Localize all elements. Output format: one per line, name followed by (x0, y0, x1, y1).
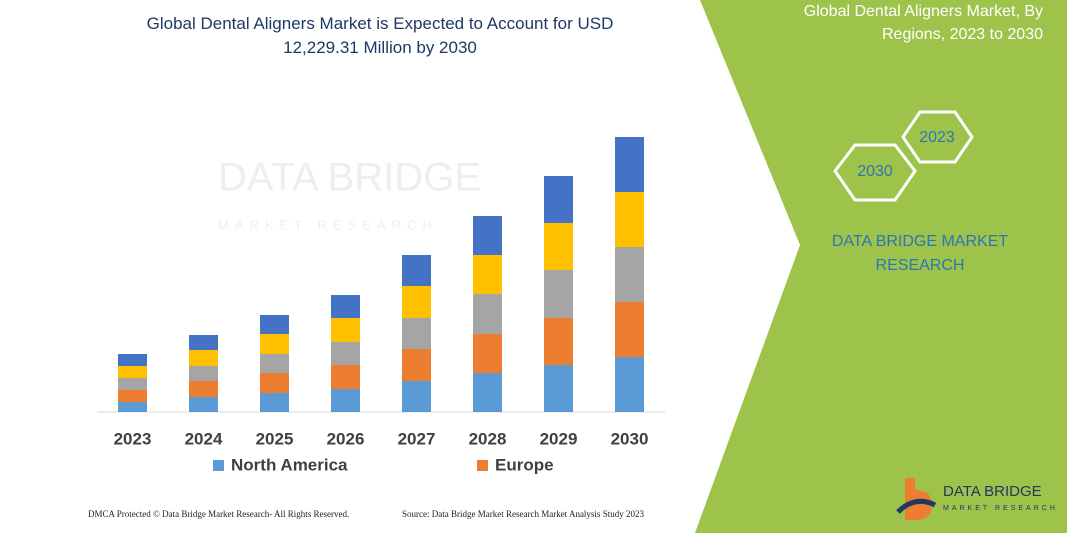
footer-left: DMCA Protected © Data Bridge Market Rese… (88, 509, 350, 519)
bar-segment (544, 318, 573, 365)
bar-segment (260, 354, 289, 373)
logo-icon (896, 498, 937, 514)
bar-segment (473, 334, 502, 373)
x-tick-label: 2026 (327, 429, 365, 448)
bar-segment (189, 335, 218, 350)
watermark: DATA BRIDGE (218, 156, 481, 200)
bar-segment (615, 192, 644, 247)
logo-name: DATA BRIDGE (943, 483, 1042, 500)
bar-segment (260, 373, 289, 393)
bar-segment (402, 349, 431, 381)
bar-segment (615, 357, 644, 412)
bar-segment (544, 365, 573, 412)
legend-swatch (213, 460, 224, 471)
panel-brand: DATA BRIDGE MARKET RESEARCH (831, 233, 1009, 274)
x-tick-label: 2029 (540, 429, 578, 448)
legend-label: Europe (495, 455, 554, 474)
bar-segment (473, 373, 502, 412)
chart-title: Global Dental Aligners Market is Expecte… (146, 14, 614, 57)
side-panel (695, 0, 1067, 533)
bar-segment (331, 295, 360, 318)
bar-segment (118, 402, 147, 412)
legend-swatch (477, 460, 488, 471)
bar-segment (331, 342, 360, 365)
bar-segment (189, 350, 218, 366)
hexagon-label: 2030 (857, 163, 893, 180)
logo-tagline: MARKET RESEARCH (943, 505, 1058, 512)
hexagon (901, 110, 974, 164)
bar-segment (473, 255, 502, 294)
bar-segment (189, 366, 218, 381)
bar-segment (402, 286, 431, 318)
bar-segment (260, 393, 289, 412)
x-tick-label: 2027 (398, 429, 436, 448)
x-tick-label: 2024 (185, 429, 223, 448)
bar-segment (118, 354, 147, 366)
bar-segment (402, 381, 431, 412)
x-tick-label: 2030 (611, 429, 649, 448)
x-tick-label: 2028 (469, 429, 507, 448)
bar-segment (331, 318, 360, 342)
hexagon (833, 143, 917, 202)
bar-segment (473, 294, 502, 334)
bar-segment (544, 270, 573, 318)
bar-segment (331, 365, 360, 389)
legend-label: North America (231, 455, 348, 474)
bar-segment (260, 315, 289, 334)
hexagon-label: 2023 (919, 129, 955, 146)
bar-segment (402, 318, 431, 349)
bar-segment (615, 137, 644, 192)
bar-segment (544, 176, 573, 223)
panel-title: Global Dental Aligners Market, By Region… (803, 3, 1043, 43)
bar-segment (331, 389, 360, 412)
x-tick-label: 2023 (114, 429, 152, 448)
footer-right: Source: Data Bridge Market Research Mark… (402, 509, 644, 519)
bar-segment (189, 397, 218, 412)
bar-segment (118, 378, 147, 390)
x-tick-label: 2025 (256, 429, 294, 448)
bar-segment (118, 390, 147, 402)
watermark: MARKET RESEARCH (218, 217, 438, 232)
bar-segment (615, 247, 644, 302)
bar-segment (118, 366, 147, 378)
bar-segment (615, 302, 644, 357)
bar-segment (402, 255, 431, 286)
bar-segment (260, 334, 289, 354)
bar-segment (544, 223, 573, 270)
bar-segment (189, 381, 218, 397)
bar-segment (473, 216, 502, 255)
